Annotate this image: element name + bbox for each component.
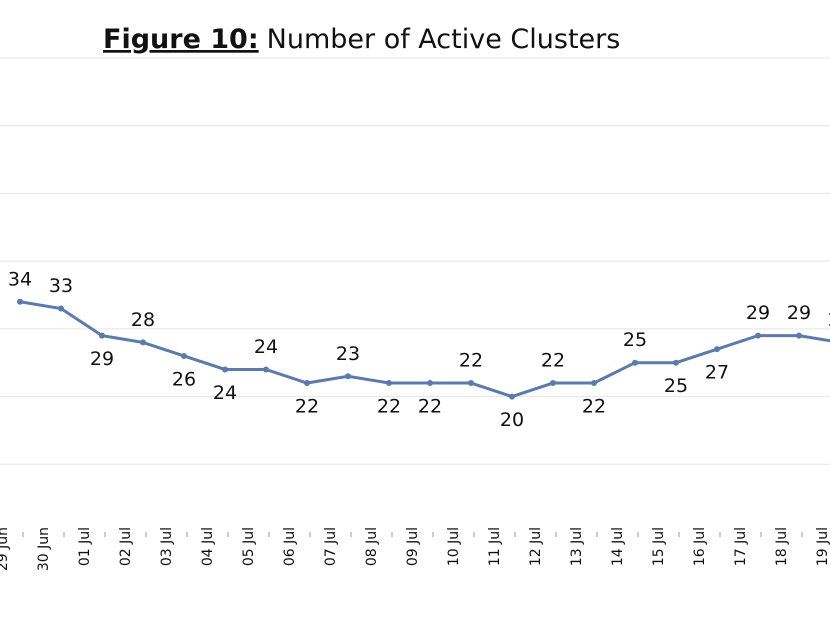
x-tick-label: 18 Jul (774, 527, 790, 566)
point (386, 380, 392, 387)
x-tick-label: 14 Jul (610, 527, 626, 566)
x-tick-label: 13 Jul (569, 527, 585, 566)
x-tick-label: 02 Jul (118, 527, 134, 566)
point (509, 393, 515, 400)
x-tick-label: 07 Jul (323, 527, 339, 566)
data-label: 22 (541, 350, 565, 372)
point (591, 380, 597, 387)
point (468, 380, 474, 387)
chart-title: Figure 10: Number of Active Clusters (103, 24, 620, 55)
x-tick-label: 01 Jul (77, 527, 93, 566)
point (755, 332, 761, 339)
title-prefix: Figure 10: (103, 24, 259, 55)
x-tick-label: 11 Jul (487, 527, 503, 566)
point (140, 339, 146, 346)
data-label: 27 (705, 362, 729, 384)
x-tick-label: 06 Jul (282, 527, 298, 566)
data-label: 23 (336, 343, 360, 365)
x-tick-label: 08 Jul (364, 527, 380, 566)
data-label: 25 (623, 329, 647, 351)
data-label: 22 (377, 396, 401, 418)
point (714, 346, 720, 353)
point (222, 366, 228, 373)
data-label: 29 (787, 302, 811, 324)
data-label: 25 (664, 375, 688, 397)
data-label: 29 (90, 348, 114, 370)
title-text: Number of Active Clusters (267, 24, 621, 55)
point (58, 305, 64, 312)
x-tick-label: 16 Jul (692, 527, 708, 566)
point (99, 332, 105, 339)
data-label: 22 (418, 396, 442, 418)
x-tick-label: 10 Jul (446, 527, 462, 566)
data-label: 26 (172, 368, 196, 390)
point (263, 366, 269, 373)
x-tick-label: 12 Jul (528, 527, 544, 566)
point (304, 380, 310, 387)
data-label: 33 (49, 275, 73, 297)
data-label: 24 (254, 336, 278, 358)
data-label: 22 (295, 396, 319, 418)
x-tick-label: 03 Jul (159, 527, 175, 566)
point (181, 352, 187, 359)
point (427, 380, 433, 387)
x-tick-label: 05 Jul (241, 527, 257, 566)
point (632, 359, 638, 366)
x-tick-label: 15 Jul (651, 527, 667, 566)
x-tick-label: 19 Jul (815, 527, 830, 566)
x-tick-label: 29 Jun (0, 527, 11, 571)
data-label: 29 (746, 302, 770, 324)
data-label: 24 (213, 382, 237, 404)
point (550, 380, 556, 387)
x-tick-label: 09 Jul (405, 527, 421, 566)
x-tick-label: 30 Jun (36, 527, 52, 571)
point (796, 332, 802, 339)
point (17, 298, 23, 305)
data-label: 20 (500, 409, 524, 431)
data-label: 28 (131, 309, 155, 331)
data-label: 34 (8, 268, 32, 290)
data-label: 22 (582, 396, 606, 418)
point (345, 373, 351, 380)
data-label: 28 (828, 309, 830, 331)
data-label: 22 (459, 350, 483, 372)
x-tick-label: 04 Jul (200, 527, 216, 566)
point (673, 359, 679, 366)
x-tick-label: 17 Jul (733, 527, 749, 566)
